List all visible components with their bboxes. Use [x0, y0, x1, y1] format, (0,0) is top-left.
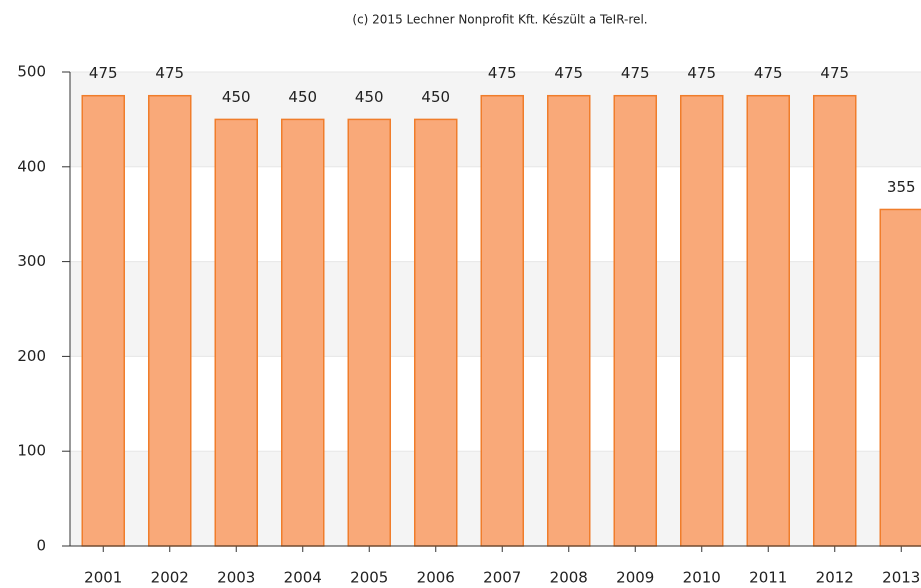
value-label: 450 [355, 88, 384, 106]
y-tick-label: 300 [17, 252, 46, 270]
x-tick-label: 2007 [483, 569, 521, 587]
bar [746, 94, 790, 547]
bar [81, 94, 125, 547]
bar [480, 94, 524, 547]
y-tick-label: 500 [17, 63, 46, 81]
x-tick-label: 2005 [350, 569, 388, 587]
chart-title: (c) 2015 Lechner Nonprofit Kft. Készült … [352, 13, 647, 27]
value-label: 475 [754, 64, 783, 82]
x-tick-label: 2012 [816, 569, 854, 587]
value-label: 475 [820, 64, 849, 82]
bar [879, 208, 921, 547]
x-tick-label: 2013 [882, 569, 920, 587]
bar [680, 94, 724, 547]
x-tick-label: 2011 [749, 569, 787, 587]
bar [148, 94, 192, 547]
value-label: 475 [89, 64, 118, 82]
bar [281, 118, 325, 547]
value-label: 475 [554, 64, 583, 82]
y-tick-label: 200 [17, 347, 46, 365]
value-label: 450 [421, 88, 450, 106]
value-label: 475 [621, 64, 650, 82]
y-tick-label: 400 [17, 157, 46, 175]
x-tick-label: 2003 [217, 569, 255, 587]
bar [214, 118, 258, 547]
y-tick-label: 100 [17, 442, 46, 460]
x-tick-label: 2009 [616, 569, 654, 587]
x-tick-label: 2006 [417, 569, 455, 587]
x-tick-label: 2001 [84, 569, 122, 587]
y-tick-label: 0 [36, 537, 46, 555]
bar [347, 118, 391, 547]
value-label: 355 [887, 178, 916, 196]
x-tick-label: 2008 [550, 569, 588, 587]
x-tick-label: 2004 [284, 569, 322, 587]
bar [547, 94, 591, 547]
value-label: 450 [288, 88, 317, 106]
value-label: 475 [155, 64, 184, 82]
bar [613, 94, 657, 547]
x-tick-label: 2002 [151, 569, 189, 587]
bar [414, 118, 458, 547]
bar [813, 94, 857, 547]
value-label: 475 [687, 64, 716, 82]
value-label: 475 [488, 64, 517, 82]
x-tick-label: 2010 [683, 569, 721, 587]
value-label: 450 [222, 88, 251, 106]
